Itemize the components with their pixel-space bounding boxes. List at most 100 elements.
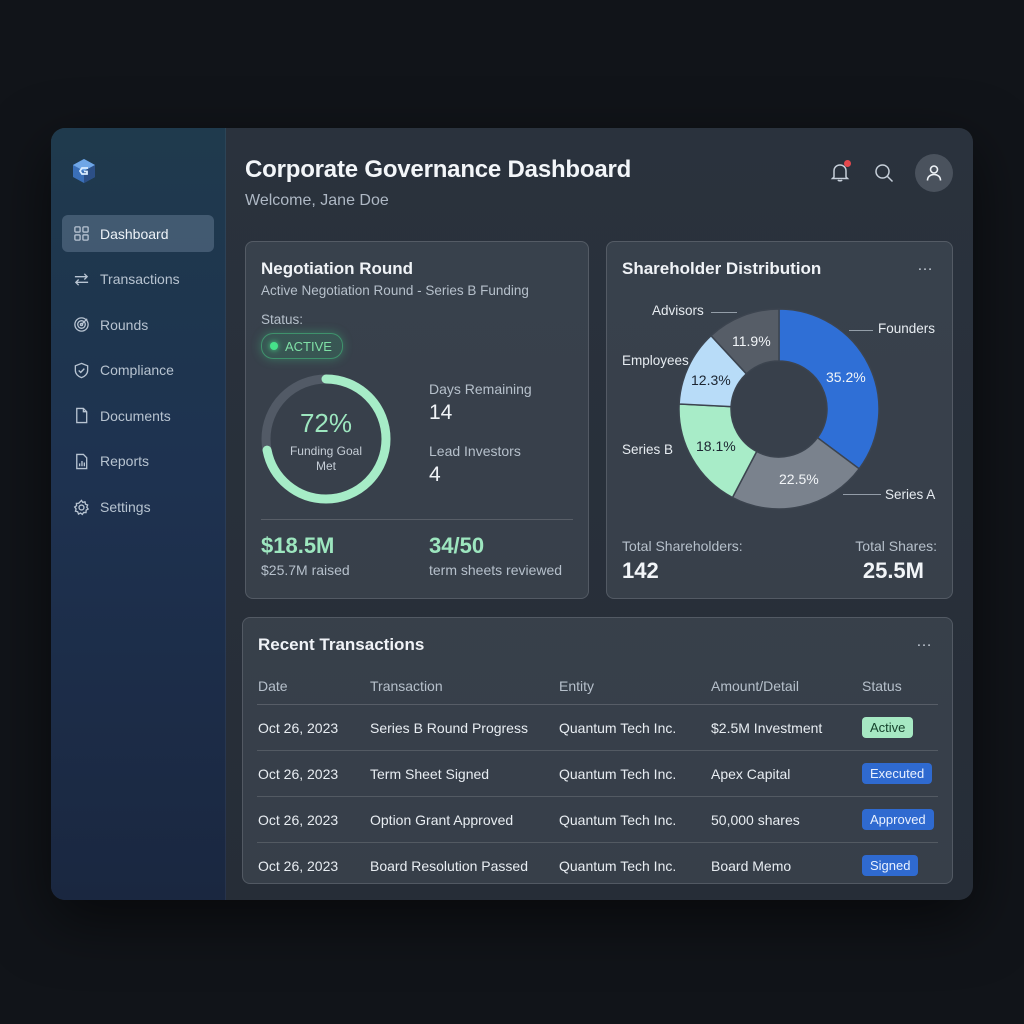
search-button[interactable] <box>870 159 898 187</box>
status-label: Status: <box>261 312 304 327</box>
welcome-text: Welcome, Jane Doe <box>245 192 389 209</box>
cell-date: Oct 26, 2023 <box>258 857 339 874</box>
gear-icon <box>72 498 90 516</box>
sidebar-item-label: Dashboard <box>100 225 169 242</box>
shareholder-distribution-card: Shareholder Distribution … 35.2% 22.5% 1… <box>606 241 953 599</box>
cell-transaction: Board Resolution Passed <box>370 857 528 874</box>
column-header-transaction[interactable]: Transaction <box>369 668 558 705</box>
sidebar-item-rounds[interactable]: Rounds <box>62 306 214 343</box>
shield-check-icon <box>72 361 90 379</box>
more-options-button[interactable]: … <box>917 257 934 274</box>
table-row[interactable]: Oct 26, 2023 Term Sheet Signed Quantum Tec… <box>257 750 938 797</box>
notification-dot <box>844 160 851 167</box>
user-avatar-button[interactable] <box>915 154 953 192</box>
sidebar-item-label: Reports <box>100 453 150 470</box>
target-icon <box>72 316 90 334</box>
status-badge: Active <box>862 717 914 738</box>
arrows-swap-icon <box>72 270 90 288</box>
cell-transaction: Term Sheet Signed <box>369 750 558 797</box>
cell-status: Active <box>861 704 938 751</box>
term-sheets-count: 34/50 <box>429 533 485 558</box>
sidebar-item-settings[interactable]: Settings <box>62 489 214 526</box>
cell-amount: Board Memo <box>711 857 792 874</box>
recent-transactions-card: Recent Transactions … Date Transaction E… <box>242 617 953 884</box>
cell-amount: $2.5M Investment <box>710 704 861 751</box>
leader-line <box>711 312 737 313</box>
sidebar: Dashboard Transactions Rounds Compliance <box>51 128 226 900</box>
gauge-progress <box>261 374 391 504</box>
status-badge: Signed <box>862 855 919 876</box>
status-dot-icon <box>270 342 278 350</box>
status-badge: ACTIVE <box>261 333 343 359</box>
sidebar-item-label: Documents <box>100 407 171 424</box>
cell-entity: Quantum Tech Inc. <box>558 796 710 843</box>
days-remaining-value: 14 <box>429 401 453 424</box>
lead-investors-label: Lead Investors <box>429 443 521 459</box>
pie-slice-series-a[interactable] <box>731 436 861 510</box>
more-options-button[interactable]: … <box>916 633 933 650</box>
column-header-status[interactable]: Status <box>861 668 938 705</box>
cell-status: Signed <box>861 843 938 889</box>
raised-label: $25.7M raised <box>261 562 350 578</box>
sidebar-item-compliance[interactable]: Compliance <box>62 352 214 389</box>
cell-status: Executed <box>861 750 938 797</box>
main-content: Corporate Governance Dashboard Welcome, … <box>226 128 973 900</box>
pie-slice-advisors[interactable] <box>709 308 780 375</box>
pie-value-label-advisors: 11.9% <box>732 333 771 349</box>
grid-icon <box>72 225 90 243</box>
status-badge: Executed <box>862 763 933 784</box>
sidebar-item-label: Transactions <box>100 271 180 288</box>
sidebar-item-documents[interactable]: Documents <box>62 397 214 434</box>
pie-value-label-employees: 12.3% <box>691 372 731 388</box>
raised-amount: $18.5M <box>261 533 335 558</box>
card-divider <box>261 519 573 520</box>
table-row[interactable]: Oct 26, 2023 Series B Round Progress Quant… <box>257 704 938 751</box>
card-title: Shareholder Distribution <box>622 259 822 278</box>
sidebar-item-label: Settings <box>100 499 151 516</box>
cell-amount: 50,000 shares <box>710 796 861 843</box>
cell-status: Approved <box>861 796 938 843</box>
transactions-table: Date Transaction Entity Amount/Detail St… <box>257 668 938 888</box>
total-shares-label: Total Shares: <box>855 538 937 554</box>
user-icon <box>926 165 942 181</box>
term-sheets-label: term sheets reviewed <box>429 562 563 578</box>
legend-label-series-a: Series A <box>885 487 936 502</box>
days-remaining-label: Days Remaining <box>429 381 532 397</box>
cell-date: Oct 26, 2023 <box>257 704 369 751</box>
sidebar-item-reports[interactable]: Reports <box>62 443 214 480</box>
sidebar-nav: Dashboard Transactions Rounds Compliance <box>62 215 214 534</box>
cell-entity: Quantum Tech Inc. <box>558 704 710 751</box>
lead-investors-value: 4 <box>429 463 441 486</box>
app-logo-icon[interactable] <box>71 158 97 184</box>
total-shares-value: 25.5M <box>862 558 924 583</box>
pie-value-label-founders: 35.2% <box>826 369 866 385</box>
column-header-date[interactable]: Date <box>257 668 369 705</box>
report-chart-icon <box>72 452 90 470</box>
document-icon <box>72 407 90 425</box>
cell-transaction: Option Grant Approved <box>369 796 558 843</box>
shareholder-donut-chart <box>678 308 880 510</box>
pie-slice-founders[interactable] <box>778 308 880 470</box>
card-title: Recent Transactions <box>258 635 425 654</box>
page-title: Corporate Governance Dashboard <box>245 156 632 183</box>
sidebar-item-transactions[interactable]: Transactions <box>62 261 214 298</box>
sidebar-item-dashboard[interactable]: Dashboard <box>62 215 214 252</box>
bell-icon <box>830 164 850 182</box>
table-row[interactable]: Oct 26, 2023 Option Grant Approved Quantum… <box>257 796 938 843</box>
negotiation-round-card: Negotiation Round Active Negotiation Rou… <box>245 241 589 599</box>
pie-value-label-series-b: 18.1% <box>696 438 736 454</box>
legend-label-employees: Employees <box>622 353 689 368</box>
legend-label-series-b: Series B <box>622 442 674 457</box>
total-shareholders-label: Total Shareholders: <box>622 538 743 554</box>
column-header-entity[interactable]: Entity <box>558 668 710 705</box>
status-badge-label: ACTIVE <box>285 338 332 354</box>
sidebar-item-label: Compliance <box>100 362 174 379</box>
notifications-button[interactable] <box>826 158 854 186</box>
card-title: Negotiation Round <box>261 259 414 278</box>
column-header-amount[interactable]: Amount/Detail <box>710 668 861 705</box>
table-header-row: Date Transaction Entity Amount/Detail St… <box>257 668 938 705</box>
total-shareholders-value: 142 <box>622 558 659 583</box>
table-row[interactable]: Oct 26, 2023 Board Resolution Passed Quant… <box>257 843 938 889</box>
status-badge: Approved <box>862 809 934 830</box>
cell-transaction: Series B Round Progress <box>369 704 558 751</box>
